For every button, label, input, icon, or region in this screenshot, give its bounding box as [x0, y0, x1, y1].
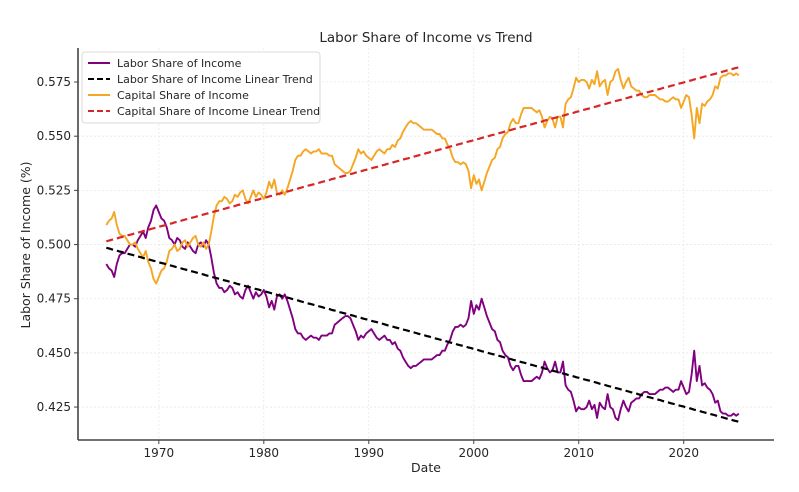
x-tick-label: 1980 [249, 446, 280, 460]
chart-title: Labor Share of Income vs Trend [319, 30, 532, 46]
y-tick-label: 0.550 [37, 129, 71, 143]
y-tick-label: 0.425 [37, 400, 71, 414]
axes [77, 48, 774, 441]
x-tick-label: 2010 [563, 446, 594, 460]
y-axis-label: Labor Share of Income (%) [18, 162, 33, 329]
legend-box [81, 51, 321, 124]
x-tick-label: 1990 [354, 446, 385, 460]
y-tick-label: 0.500 [37, 238, 71, 252]
y-axis-ticks: 0.425 0.450 0.475 0.500 0.525 0.550 0.575 [37, 75, 78, 414]
series-layer [105, 66, 740, 423]
legend-label: Capital Share of Income Linear Trend [117, 105, 320, 118]
legend-label: Capital Share of Income [117, 89, 249, 102]
x-axis-ticks: 1970 1980 1990 2000 2010 2020 [144, 440, 699, 460]
legend-label: Labor Share of Income [117, 57, 242, 70]
legend-label: Labor Share of Income Linear Trend [117, 73, 313, 86]
x-tick-label: 2000 [458, 446, 489, 460]
series-line-capital-share-of-income [105, 68, 740, 285]
y-tick-label: 0.575 [37, 75, 71, 89]
y-tick-label: 0.450 [37, 346, 71, 360]
x-axis-label: Date [411, 460, 441, 475]
grid-lines [78, 48, 774, 440]
y-tick-label: 0.525 [37, 183, 71, 197]
series-line-labor-share-of-income [105, 204, 740, 422]
y-tick-label: 0.475 [37, 292, 71, 306]
x-tick-label: 1970 [144, 446, 175, 460]
x-tick-label: 2020 [668, 446, 699, 460]
legend: Labor Share of Income Labor Share of Inco… [81, 51, 321, 124]
